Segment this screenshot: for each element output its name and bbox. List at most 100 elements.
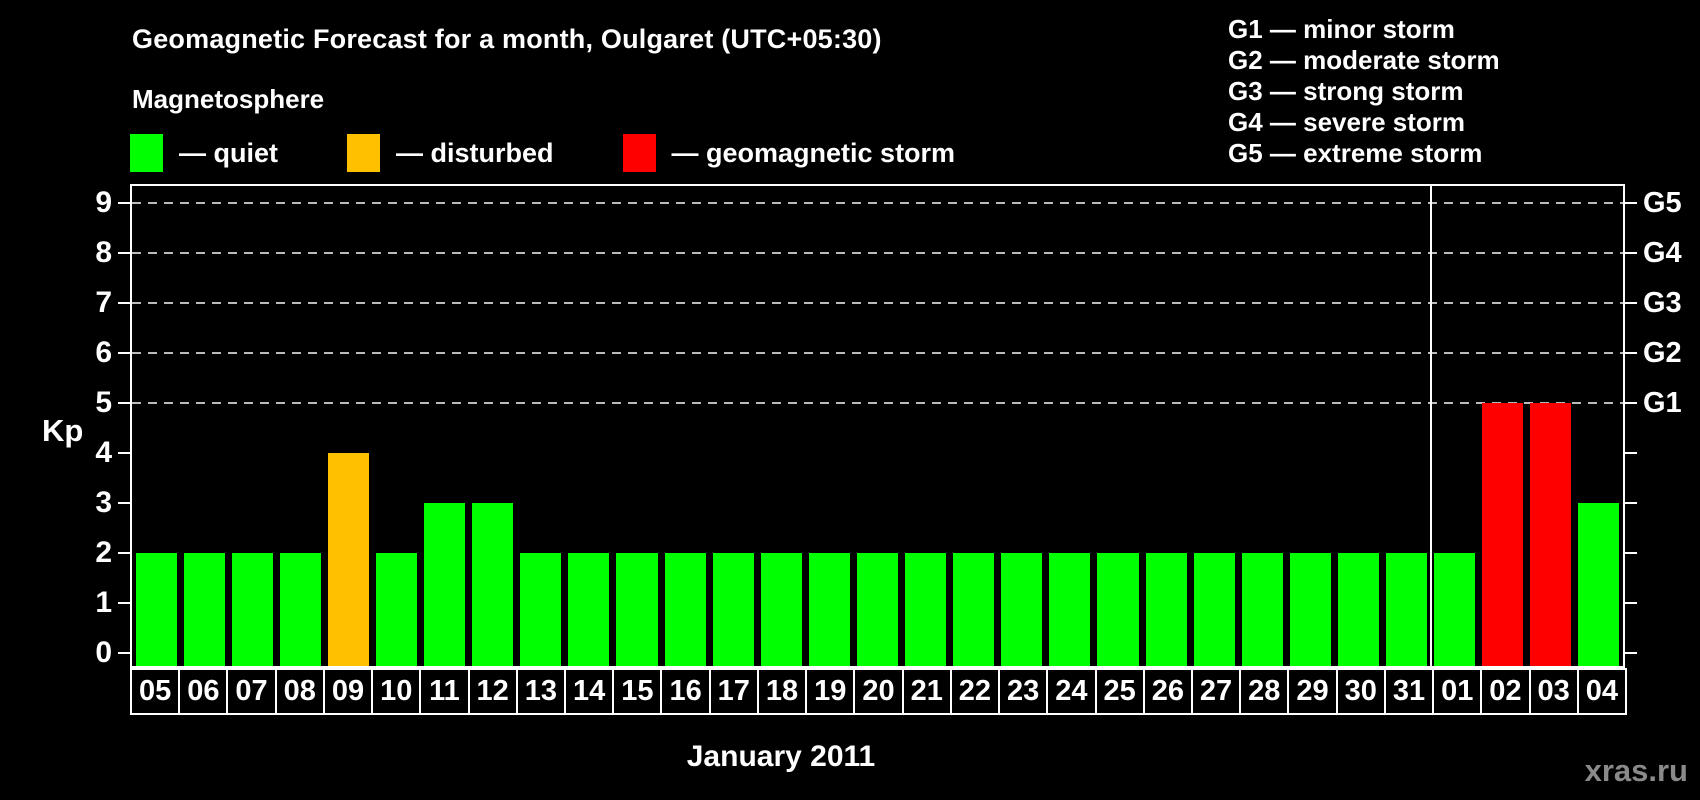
x-tick-07: 07 bbox=[226, 668, 277, 715]
y-tick-right-9 bbox=[1625, 202, 1637, 205]
chart-title: Geomagnetic Forecast for a month, Oulgar… bbox=[132, 24, 882, 54]
storm-scale-legend: G1 — minor storm G2 — moderate storm G3 — … bbox=[1228, 14, 1500, 169]
x-tick-24: 24 bbox=[1046, 668, 1097, 715]
x-tick-14: 14 bbox=[564, 668, 615, 715]
bar-day-17 bbox=[712, 552, 754, 666]
x-tick-13: 13 bbox=[515, 668, 567, 715]
y-axis-tick-label-2: 2 bbox=[95, 535, 112, 569]
y-axis-tick-label-9: 9 bbox=[95, 186, 112, 220]
x-tick-18: 18 bbox=[756, 668, 808, 715]
legend-label-quiet: — quiet bbox=[179, 137, 278, 168]
y-tick-left-9 bbox=[118, 202, 130, 205]
bar-day-30 bbox=[1337, 552, 1379, 666]
y-tick-left-4 bbox=[118, 451, 130, 454]
y-axis-tick-label-4: 4 bbox=[95, 435, 112, 469]
bar-day-29 bbox=[1289, 552, 1331, 666]
gridline-5 bbox=[132, 402, 1623, 404]
y-axis-tick-label-7: 7 bbox=[95, 286, 112, 320]
x-tick-10: 10 bbox=[371, 668, 422, 715]
y-axis-tick-label-8: 8 bbox=[95, 236, 112, 270]
bar-day-18 bbox=[760, 552, 802, 666]
y-axis-tick-label-0: 0 bbox=[95, 635, 112, 669]
legend-item-storm: — geomagnetic storm bbox=[622, 134, 955, 172]
x-tick-02: 02 bbox=[1480, 668, 1531, 715]
bar-day-09 bbox=[327, 452, 369, 666]
g-legend-line-g2: G2 — moderate storm bbox=[1228, 45, 1500, 75]
x-tick-28: 28 bbox=[1239, 668, 1290, 715]
bar-day-06 bbox=[183, 552, 225, 666]
month-separator-line bbox=[1429, 186, 1432, 666]
x-tick-04: 04 bbox=[1576, 668, 1627, 715]
bar-day-08 bbox=[279, 552, 321, 666]
bar-day-20 bbox=[856, 552, 899, 666]
x-tick-08: 08 bbox=[274, 668, 325, 715]
y-tick-left-5 bbox=[118, 402, 130, 404]
gridline-9 bbox=[132, 202, 1623, 205]
bar-day-16 bbox=[664, 552, 706, 666]
legend-swatch-disturbed bbox=[347, 134, 380, 172]
g-legend-line-g4: G4 — severe storm bbox=[1228, 107, 1466, 137]
gridline-7 bbox=[132, 302, 1623, 305]
bar-day-07 bbox=[231, 552, 273, 666]
legend-item-disturbed: — disturbed bbox=[347, 134, 554, 172]
y-tick-left-0 bbox=[118, 651, 130, 654]
g-axis-label-g3: G3 bbox=[1643, 287, 1682, 320]
bar-day-13 bbox=[520, 552, 562, 666]
watermark: xras.ru bbox=[1584, 753, 1688, 788]
y-tick-right-4 bbox=[1625, 451, 1637, 454]
x-tick-21: 21 bbox=[901, 668, 952, 715]
plot-area: 0 1 2 3 4 5 6 7 8 9 G1 G2 G3 G4 G5 bbox=[95, 184, 1682, 669]
x-tick-27: 27 bbox=[1190, 668, 1242, 715]
bar-day-10 bbox=[375, 552, 418, 666]
x-tick-15: 15 bbox=[612, 668, 663, 715]
y-tick-right-6 bbox=[1625, 352, 1637, 355]
magnetosphere-heading: Magnetosphere bbox=[132, 84, 325, 114]
x-tick-31: 31 bbox=[1383, 668, 1435, 715]
g-axis-label-g1: G1 bbox=[1643, 387, 1682, 419]
bar-day-31 bbox=[1386, 552, 1428, 666]
x-tick-29: 29 bbox=[1287, 668, 1338, 715]
y-tick-right-1 bbox=[1625, 601, 1637, 604]
y-tick-left-2 bbox=[118, 551, 130, 554]
y-tick-right-7 bbox=[1625, 302, 1637, 305]
y-tick-left-8 bbox=[118, 252, 130, 255]
bar-day-02 bbox=[1482, 403, 1524, 666]
y-tick-right-8 bbox=[1625, 252, 1637, 255]
g-legend-line-g3: G3 — strong storm bbox=[1228, 76, 1464, 106]
bar-day-19 bbox=[808, 552, 850, 666]
x-axis-title: January 2011 bbox=[686, 740, 876, 773]
y-tick-left-6 bbox=[118, 352, 130, 355]
x-tick-09: 09 bbox=[322, 668, 374, 715]
bar-day-05 bbox=[135, 552, 177, 666]
x-tick-06: 06 bbox=[178, 668, 229, 715]
bar-day-03 bbox=[1530, 403, 1572, 666]
y-tick-right-0 bbox=[1625, 651, 1637, 654]
bar-day-04 bbox=[1578, 502, 1620, 666]
x-tick-12: 12 bbox=[467, 668, 518, 715]
x-tick-19: 19 bbox=[805, 668, 856, 715]
g-legend-line-g1: G1 — minor storm bbox=[1228, 14, 1455, 44]
bar-day-15 bbox=[616, 552, 658, 666]
x-tick-03: 03 bbox=[1528, 668, 1579, 715]
legend-swatch-quiet bbox=[130, 134, 163, 172]
y-tick-left-1 bbox=[118, 601, 130, 604]
bar-day-14 bbox=[568, 552, 610, 666]
x-axis-day-labels: 05 06 07 08 09 10 11 12 13 14 15 16 17 18 19 20 21 22 23 24… bbox=[130, 668, 1629, 715]
y-tick-left-3 bbox=[118, 501, 130, 504]
y-axis-tick-label-1: 1 bbox=[95, 585, 112, 619]
y-axis-tick-label-6: 6 bbox=[95, 336, 112, 370]
bar-day-24 bbox=[1049, 552, 1091, 666]
x-tick-25: 25 bbox=[1094, 668, 1145, 715]
x-tick-20: 20 bbox=[853, 668, 904, 715]
bar-day-23 bbox=[1001, 552, 1043, 666]
x-tick-17: 17 bbox=[708, 668, 759, 715]
y-tick-left-7 bbox=[118, 302, 130, 305]
gridline-6 bbox=[132, 352, 1623, 355]
bar-day-25 bbox=[1097, 552, 1139, 666]
y-axis-title: Kp bbox=[42, 413, 84, 448]
bar-day-26 bbox=[1145, 552, 1187, 666]
magnetosphere-legend: — quiet — disturbed — geomagnetic storm bbox=[130, 134, 955, 172]
bar-day-12 bbox=[472, 502, 514, 666]
bar-day-27 bbox=[1193, 552, 1235, 666]
